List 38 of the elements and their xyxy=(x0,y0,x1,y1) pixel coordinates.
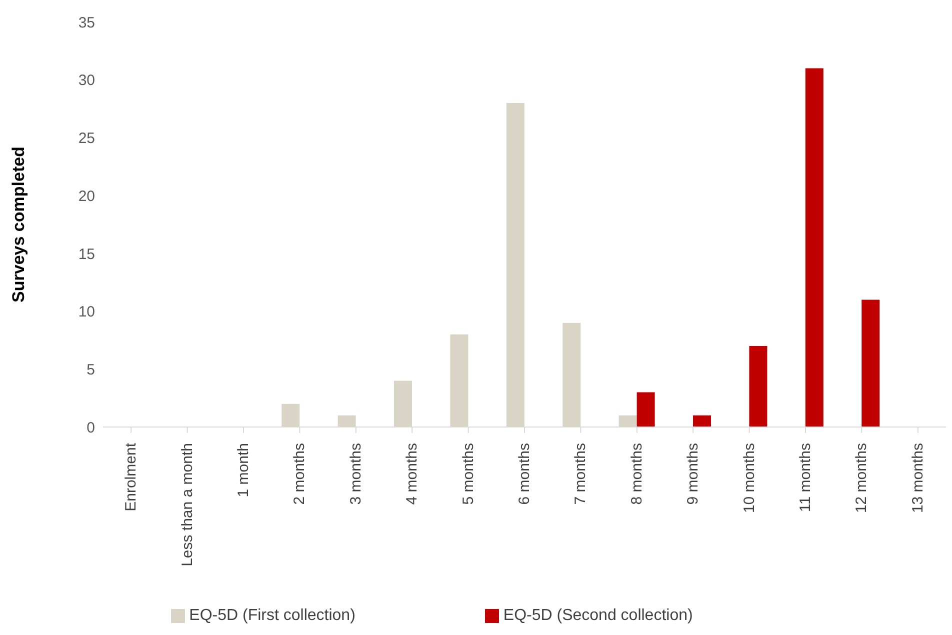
bar xyxy=(862,300,880,427)
bar xyxy=(636,392,655,427)
x-tick-label: 11 months xyxy=(797,443,814,512)
bar xyxy=(618,415,637,427)
y-tick-label: 0 xyxy=(86,419,95,436)
y-tick-label: 15 xyxy=(78,246,95,263)
x-tick-label: 2 months xyxy=(291,443,308,505)
x-tick-label: 13 months xyxy=(909,443,926,514)
bar xyxy=(562,322,581,427)
x-tick-label: 10 months xyxy=(740,443,758,514)
y-tick-label: 10 xyxy=(78,304,95,321)
legend-label: EQ-5D (Second collection) xyxy=(503,607,693,624)
bar xyxy=(450,334,468,427)
bar xyxy=(282,404,300,427)
bar xyxy=(749,346,768,427)
bar xyxy=(394,380,412,427)
x-tick-label: 7 months xyxy=(572,443,590,505)
x-tick-label: Enrolment xyxy=(122,442,140,512)
bar xyxy=(693,415,711,427)
x-tick-label: 5 months xyxy=(460,443,477,505)
x-tick-label: 8 months xyxy=(628,443,646,505)
x-tick-label: 3 months xyxy=(347,443,364,505)
x-tick-label: 12 months xyxy=(853,443,870,514)
y-tick-label: 5 xyxy=(86,361,95,378)
legend-label: EQ-5D (First collection) xyxy=(189,607,356,624)
y-axis-title: Surveys completed xyxy=(9,146,28,302)
y-tick-label: 35 xyxy=(78,14,95,32)
x-tick-label: 1 month xyxy=(235,443,252,498)
x-tick-label: 4 months xyxy=(404,443,421,505)
x-tick-label: 9 months xyxy=(684,443,702,505)
y-tick-label: 30 xyxy=(78,72,95,90)
y-tick-label: 25 xyxy=(78,130,95,148)
bar xyxy=(805,68,824,427)
bar xyxy=(338,415,356,427)
x-tick-label: 6 months xyxy=(516,443,533,505)
y-tick-label: 20 xyxy=(78,188,95,205)
x-tick-label: Less than a month xyxy=(178,443,196,566)
bar xyxy=(506,103,524,427)
